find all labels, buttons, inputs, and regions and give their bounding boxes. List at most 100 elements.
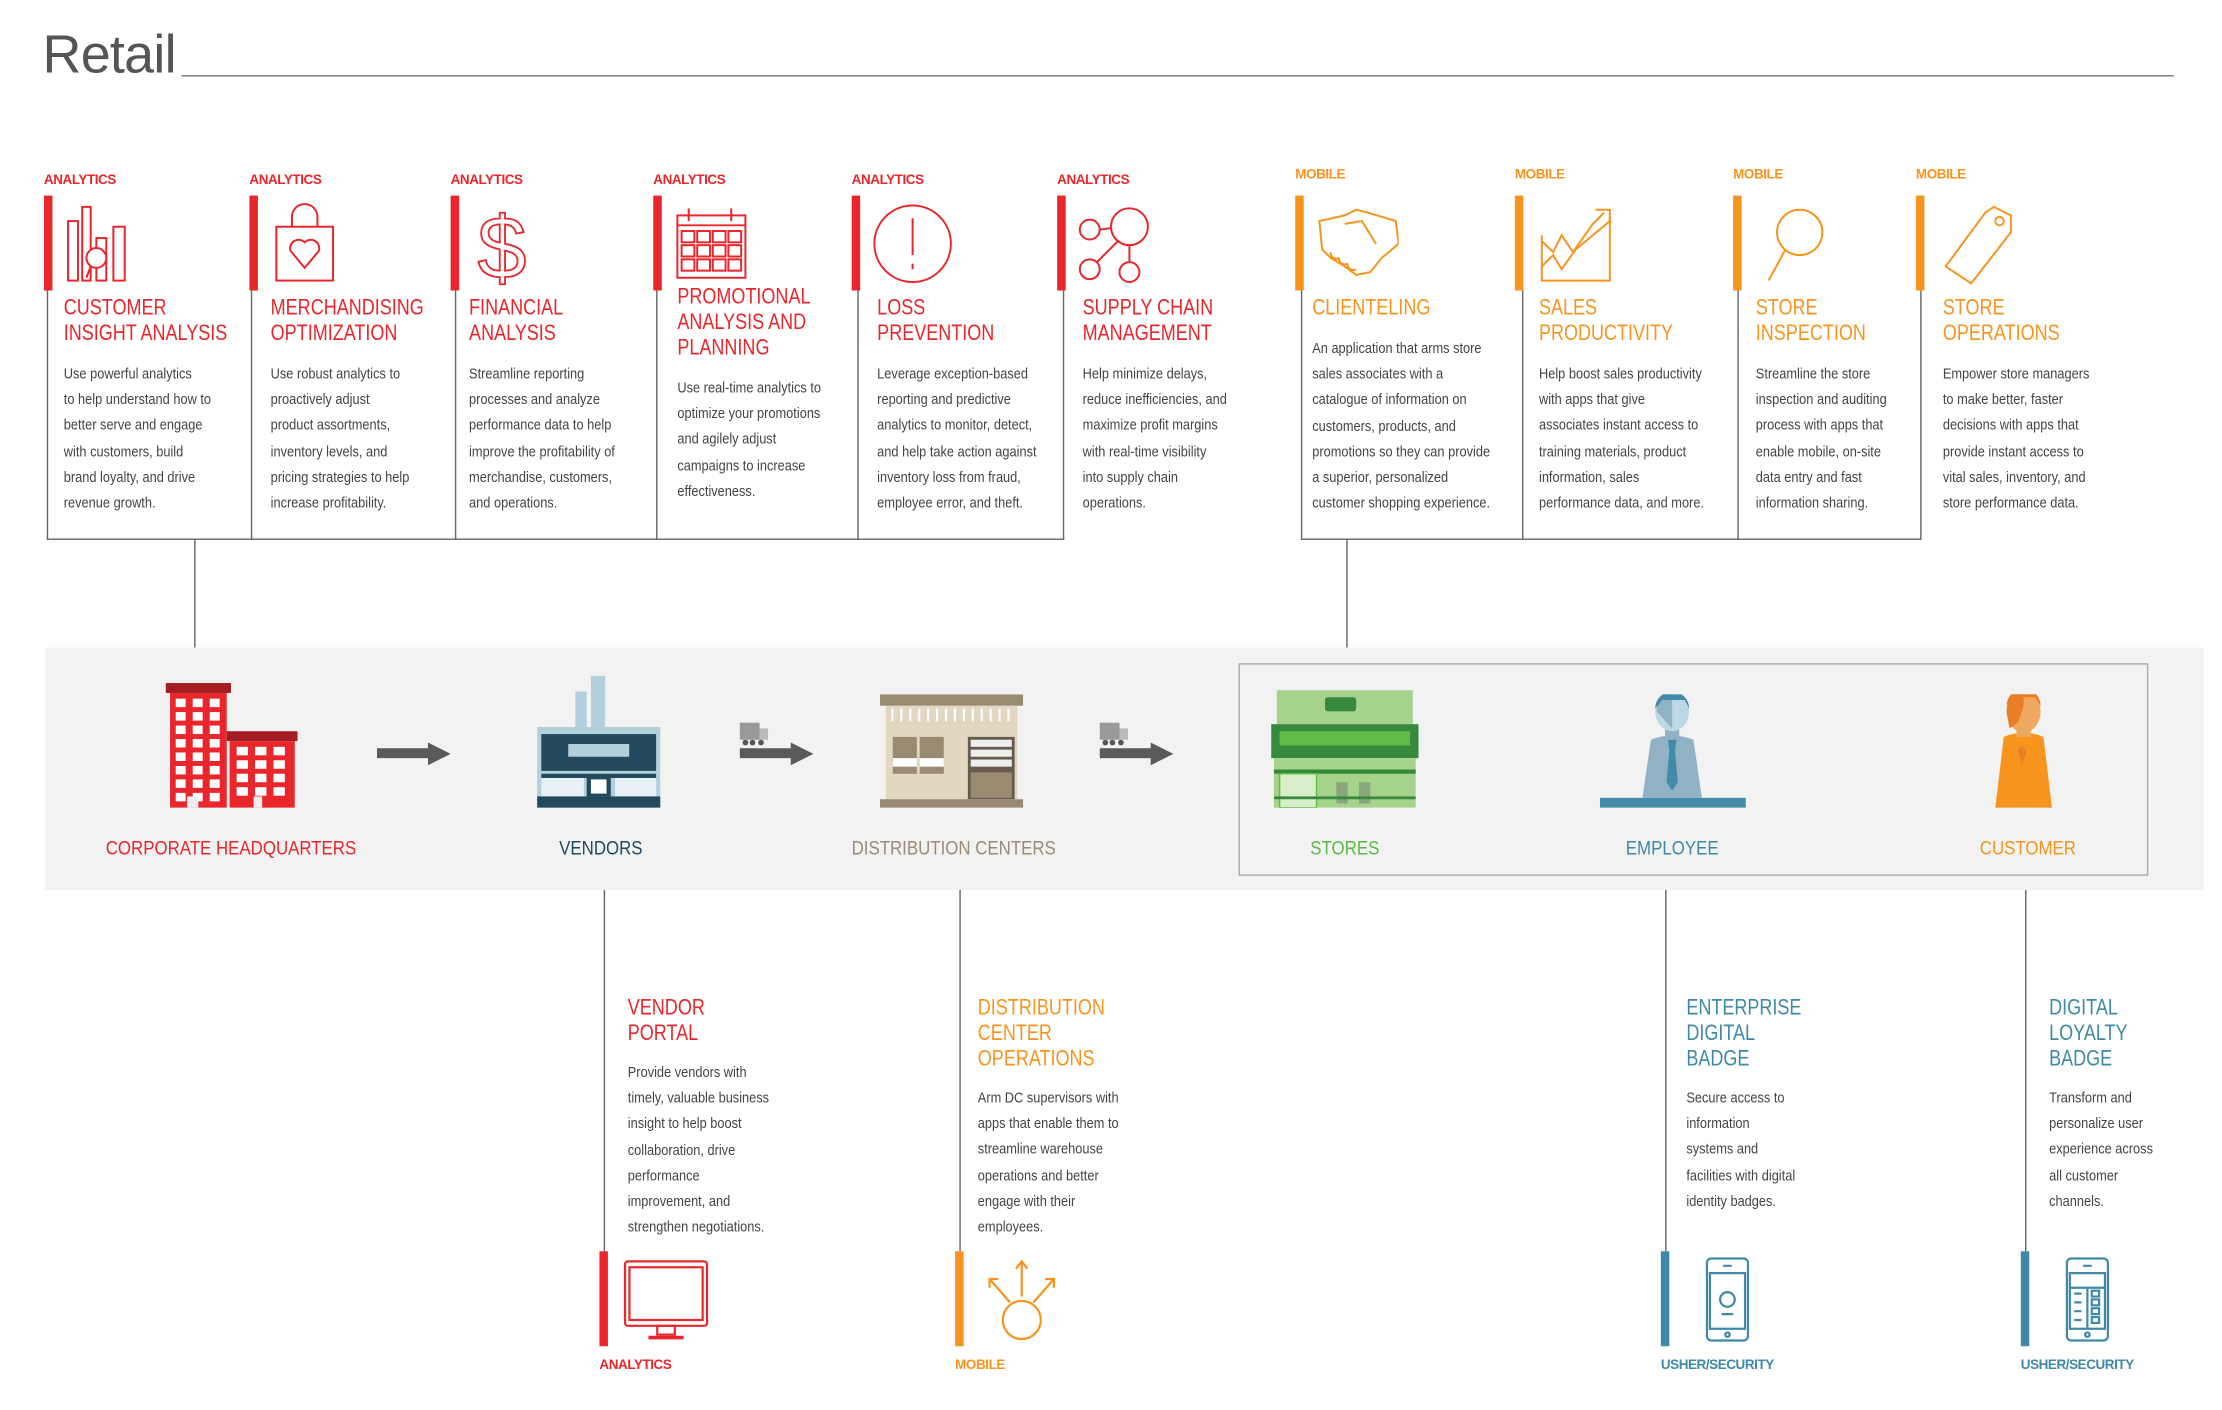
description-line: better serve and engage: [63, 417, 203, 435]
dollar-icon: $: [469, 197, 554, 298]
description-line: optimize your promotions: [677, 405, 821, 423]
card-description: Help boost sales productivity with apps t…: [1539, 361, 1704, 516]
description-line: brand loyalty, and drive: [63, 468, 196, 486]
card-title-line: BADGE: [1686, 1047, 1750, 1072]
employee-icon: [1599, 691, 1746, 814]
category-bar: [1660, 1251, 1670, 1347]
card-description: Use real-time analytics to optimize your …: [677, 376, 821, 505]
band-label-analytics: CORPORATE HEADQUARTERS: [105, 836, 357, 859]
card-title-line: FINANCIAL: [469, 296, 564, 321]
description-line: and operations.: [469, 494, 558, 512]
card-title: CUSTOMER INSIGHT ANALYSIS: [64, 296, 228, 347]
card-title: DIGITAL LOYALTY BADGE: [2049, 996, 2127, 1073]
customer-icon: [1984, 688, 2063, 814]
connector-line: [1346, 538, 1348, 648]
network-nodes-icon: [1076, 201, 1161, 293]
card-description: Transform and personalize user experience …: [2049, 1085, 2153, 1214]
description-line: sales associates with a: [1312, 365, 1444, 383]
description-line: operations and better: [977, 1167, 1099, 1185]
handshake-icon: [1314, 201, 1400, 293]
card-description: Streamline the store inspection and audit…: [1756, 361, 1887, 516]
description-line: with customers, build: [63, 442, 184, 461]
connector-line: [2025, 889, 2027, 1252]
category-tag: USHER/SECURITY: [1660, 1357, 1774, 1374]
card-description: Provide vendors with timely, valuable bus…: [628, 1060, 769, 1241]
description-line: Empower store managers: [1942, 365, 2090, 383]
description-line: promotions so they can provide: [1312, 443, 1491, 461]
category-bar: [1057, 195, 1066, 291]
card-title-line: PREVENTION: [877, 321, 995, 346]
card-title-line: PROMOTIONAL: [677, 284, 811, 309]
card-title-line: DIGITAL: [1686, 1021, 1756, 1046]
card-description: Streamline reporting processes and analyz…: [469, 361, 615, 516]
description-line: pricing strategies to help: [270, 468, 410, 486]
card-title-line: LOSS: [877, 296, 926, 321]
description-line: to help understand how to: [63, 391, 212, 409]
frame-line: [1300, 290, 1303, 540]
frame-line: [46, 538, 1065, 540]
description-line: into supply chain: [1082, 468, 1178, 486]
description-line: Help boost sales productivity: [1538, 365, 1702, 383]
description-line: vital sales, inventory, and: [1942, 468, 2086, 486]
description-line: improve the profitability of: [469, 442, 615, 461]
card-title-line: DISTRIBUTION: [977, 996, 1105, 1021]
description-line: facilities with digital: [1686, 1167, 1796, 1185]
description-line: Streamline reporting: [469, 365, 585, 383]
description-line: training materials, product: [1538, 442, 1687, 461]
connector-line: [603, 889, 606, 1252]
description-line: store performance data.: [1942, 494, 2079, 512]
description-line: information: [1686, 1115, 1750, 1133]
description-line: information sharing.: [1755, 494, 1869, 512]
category-bar: [43, 195, 53, 291]
category-tag: ANALYTICS: [450, 172, 523, 189]
description-line: performance: [627, 1167, 700, 1185]
card-title-line: BADGE: [2049, 1047, 2113, 1072]
card-title-line: PLANNING: [677, 335, 770, 360]
description-line: revenue growth.: [63, 494, 156, 512]
category-bar: [1514, 195, 1524, 291]
storefront-icon: [1271, 690, 1419, 815]
description-line: data entry and fast: [1755, 468, 1862, 486]
truck-arrow-icon: [1099, 720, 1177, 778]
card-description: An application that arms store sales asso…: [1312, 336, 1490, 517]
category-bar: [2020, 1251, 2030, 1347]
category-tag: ANALYTICS: [249, 172, 322, 189]
card-title-line: DIGITAL: [2049, 996, 2118, 1021]
description-line: Arm DC supervisors with: [977, 1089, 1119, 1107]
description-line: employee error, and theft.: [877, 494, 1024, 512]
description-line: inventory levels, and: [270, 442, 388, 461]
description-line: catalogue of information on: [1312, 391, 1467, 409]
card-description: Empower store managers to make better, fa…: [1943, 361, 2090, 516]
description-line: employees.: [977, 1218, 1044, 1236]
description-line: with apps that give: [1538, 391, 1645, 409]
frame-line: [1920, 290, 1922, 540]
shopping-bag-heart-icon: [268, 201, 353, 293]
card-title: SUPPLY CHAIN MANAGEMENT: [1083, 296, 1213, 347]
frame-line: [1737, 290, 1739, 540]
card-title-line: CLIENTELING: [1312, 296, 1431, 321]
description-line: to make better, faster: [1942, 391, 2064, 409]
category-tag: MOBILE: [1295, 167, 1346, 183]
card-title-line: MERCHANDISING: [270, 296, 424, 321]
description-line: systems and: [1686, 1141, 1759, 1159]
category-tag: ANALYTICS: [1057, 172, 1130, 189]
description-line: analytics to monitor, detect,: [877, 417, 1033, 435]
description-line: An application that arms store: [1312, 340, 1482, 358]
card-title: DISTRIBUTION CENTER OPERATIONS: [978, 996, 1105, 1073]
description-line: collaboration, drive: [627, 1141, 736, 1159]
card-title: STORE OPERATIONS: [1943, 296, 2060, 347]
connector-line: [959, 889, 961, 1252]
truck-arrow-icon: [739, 720, 817, 778]
card-title-line: ANALYSIS AND: [677, 310, 807, 335]
category-tag: USHER/SECURITY: [2020, 1357, 2134, 1374]
card-title-line: CUSTOMER: [63, 296, 167, 321]
card-description: Secure access to information systems and fa…: [1686, 1085, 1795, 1214]
description-line: Secure access to: [1686, 1089, 1785, 1107]
description-line: performance data to help: [469, 417, 612, 435]
description-line: with real-time visibility: [1082, 442, 1207, 461]
card-title-line: PRODUCTIVITY: [1538, 321, 1674, 346]
card-title-line: STORE: [1942, 296, 2005, 321]
description-line: insight to help boost: [627, 1115, 742, 1133]
description-line: and help take action against: [877, 442, 1037, 461]
description-line: proactively adjust: [270, 391, 370, 409]
